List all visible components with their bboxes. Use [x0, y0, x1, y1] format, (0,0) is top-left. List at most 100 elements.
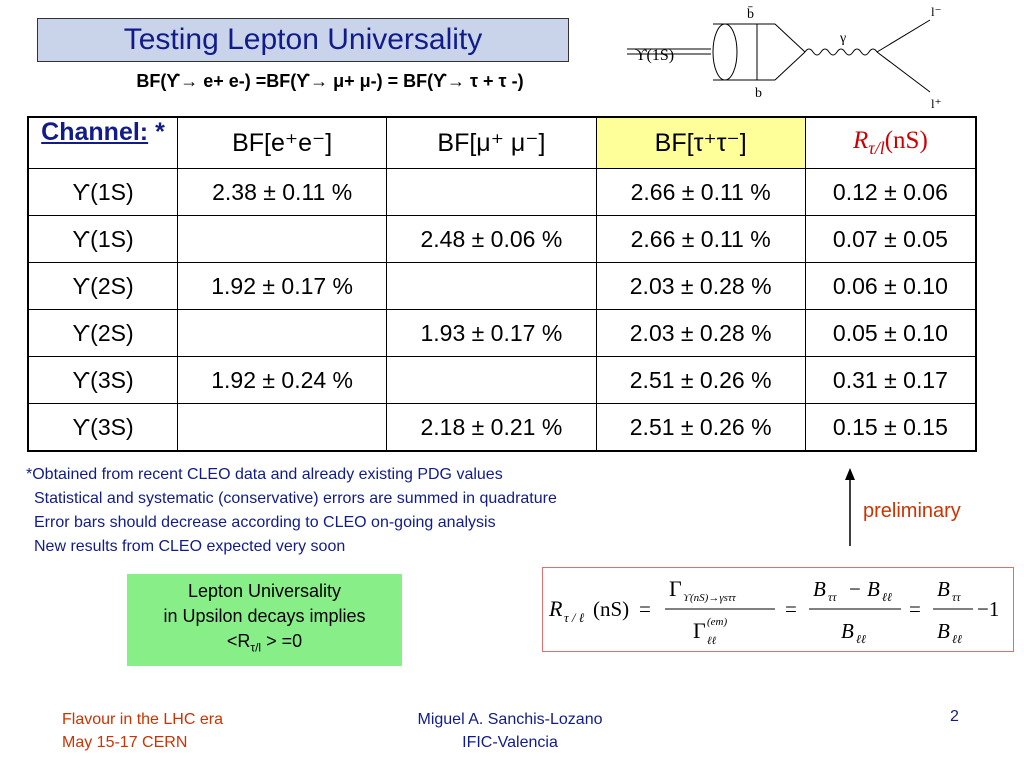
upsilon-label: ϒ(1S) [635, 47, 674, 64]
up-arrow-icon [845, 468, 855, 546]
ratio-sub: τ/l [868, 138, 885, 158]
cell-ee: 1.92 ± 0.17 % [176, 262, 388, 310]
table-row: ϒ(2S) 1.93 ± 0.17 % 2.03 ± 0.28 % 0.05 ±… [27, 309, 977, 357]
subtitle: BF(ϒ→ e+ e-) =BF(ϒ→ μ+ μ-) = BF(ϒ→ τ + τ… [136, 71, 524, 91]
col-header-mumu: BF[μ⁺ μ⁻] [386, 116, 597, 169]
col-header-ee: BF[e⁺e⁻] [176, 116, 388, 169]
formula-B1: B [813, 577, 826, 601]
formula-minus: − [849, 577, 861, 601]
formula-B3-sub: ℓℓ [856, 632, 866, 646]
formula-B1-sub: ττ [828, 590, 837, 604]
table-header-row: Channel: * BF[e⁺e⁻] BF[μ⁺ μ⁻] BF[τ⁺τ⁻] R… [27, 116, 977, 169]
cell-tautau: 2.51 ± 0.26 % [595, 403, 806, 452]
footnotes: *Obtained from recent CLEO data and alre… [26, 463, 557, 559]
table-row: ϒ(3S) 2.18 ± 0.21 % 2.51 ± 0.26 % 0.15 ±… [27, 403, 977, 452]
formula-B2-sub: ℓℓ [882, 590, 892, 604]
formula-B5: B [937, 619, 950, 643]
table-row: ϒ(1S) 2.38 ± 0.11 % 2.66 ± 0.11 % 0.12 ±… [27, 168, 977, 216]
cell-tautau: 2.03 ± 0.28 % [595, 309, 806, 357]
formula-B5-sub: ℓℓ [952, 632, 962, 646]
formula-nS: (nS) [593, 597, 629, 621]
formula-R: R [548, 596, 563, 621]
footnote-new-results: New results from CLEO expected very soon [34, 538, 346, 555]
footnote-error-bars: Error bars should decrease according to … [34, 514, 496, 531]
cell-channel: ϒ(2S) [27, 262, 178, 310]
cell-tautau: 2.03 ± 0.28 % [595, 262, 806, 310]
footer-author-name: Miguel A. Sanchis-Lozano [417, 711, 603, 728]
gamma-label: γ [839, 31, 846, 46]
preliminary-label: preliminary [863, 500, 961, 522]
cell-mumu: 1.93 ± 0.17 % [386, 309, 597, 357]
cell-ee: 1.92 ± 0.24 % [176, 356, 388, 404]
channel-header: Channel: * [27, 116, 178, 169]
cell-mumu [386, 356, 597, 404]
channel-header-star: * [155, 118, 165, 146]
formula-num-gamma: Γ [669, 576, 682, 601]
table-row: ϒ(3S) 1.92 ± 0.24 % 2.51 ± 0.26 % 0.31 ±… [27, 356, 977, 404]
b-label: b [755, 86, 762, 101]
title-box: Testing Lepton Universality [37, 18, 569, 62]
formula-B3: B [841, 619, 854, 643]
formula-den-gamma: Γ [693, 618, 706, 643]
footer-event-name: Flavour in the LHC era [62, 711, 223, 728]
results-table: Channel: * BF[e⁺e⁻] BF[μ⁺ μ⁻] BF[τ⁺τ⁻] R… [27, 116, 977, 452]
cell-channel: ϒ(1S) [27, 215, 178, 263]
cell-mumu: 2.18 ± 0.21 % [386, 403, 597, 452]
conclusion-box: Lepton Universality in Upsilon decays im… [127, 574, 402, 666]
footer-event-date: May 15-17 CERN [62, 734, 188, 751]
conclusion-line1: Lepton Universality [187, 581, 342, 602]
conclusion-line2: in Upsilon decays implies [163, 606, 366, 627]
conclusion-suffix: > =0 [261, 631, 303, 652]
cell-channel: ϒ(1S) [27, 168, 178, 216]
cell-ratio: 0.07 ± 0.05 [804, 215, 977, 263]
footnote-errors: Statistical and systematic (conservative… [34, 490, 557, 507]
cell-channel: ϒ(2S) [27, 309, 178, 357]
col-header-tautau: BF[τ⁺τ⁻] [595, 116, 806, 169]
lepton-bottom-label: l⁺ [931, 96, 941, 111]
formula-box: R τ / ℓ (nS) = Γ ϒ(nS)→γsττ Γ (em) ℓℓ = … [542, 567, 1014, 652]
footnote-source: *Obtained from recent CLEO data and alre… [26, 466, 503, 483]
slide-title: Testing Lepton Universality [123, 23, 483, 56]
cell-mumu [386, 168, 597, 216]
ratio-R: R [853, 127, 869, 154]
cell-ratio: 0.31 ± 0.17 [804, 356, 977, 404]
formula-R-sub: τ / ℓ [564, 610, 585, 625]
cell-ratio: 0.06 ± 0.10 [804, 262, 977, 310]
bbar-label: b̄ [747, 6, 754, 22]
lepton-top-label: l⁻ [931, 4, 941, 19]
cell-tautau: 2.66 ± 0.11 % [595, 215, 806, 263]
cell-ee [176, 215, 388, 263]
cell-ee: 2.38 ± 0.11 % [176, 168, 388, 216]
formula-B4: B [937, 577, 950, 601]
cell-ee [176, 309, 388, 357]
formula-minus-one: −1 [977, 597, 999, 621]
formula-eq3: = [909, 597, 921, 621]
channel-header-label: Channel: [41, 118, 149, 146]
cell-ratio: 0.15 ± 0.15 [804, 403, 977, 452]
ratio-formula: R τ / ℓ (nS) = Γ ϒ(nS)→γsττ Γ (em) ℓℓ = … [548, 576, 999, 647]
conclusion-sub: τ/l [250, 640, 262, 655]
conclusion-prefix: <R [226, 631, 251, 652]
ratio-nS: (nS) [884, 127, 928, 154]
cell-tautau: 2.51 ± 0.26 % [595, 356, 806, 404]
cell-mumu: 2.48 ± 0.06 % [386, 215, 597, 263]
cell-channel: ϒ(3S) [27, 356, 178, 404]
cell-ratio: 0.12 ± 0.06 [804, 168, 977, 216]
conclusion-line3: <Rτ/l > =0 [127, 629, 402, 661]
table-row: ϒ(1S) 2.48 ± 0.06 % 2.66 ± 0.11 % 0.07 ±… [27, 215, 977, 263]
cell-ratio: 0.05 ± 0.10 [804, 309, 977, 357]
cell-channel: ϒ(3S) [27, 403, 178, 452]
formula-eq1: = [639, 597, 651, 621]
cell-ee [176, 403, 388, 452]
col-header-ratio: Rτ/l(nS) [804, 116, 977, 169]
formula-B4-sub: ττ [952, 590, 961, 604]
formula-B2: B [867, 577, 880, 601]
formula-num-sub: ϒ(nS)→γsττ [683, 592, 737, 604]
cell-mumu [386, 262, 597, 310]
page-number: 2 [950, 708, 959, 725]
formula-eq2: = [785, 597, 797, 621]
cell-tautau: 2.66 ± 0.11 % [595, 168, 806, 216]
formula-den-sub: ℓℓ [707, 635, 717, 647]
footer-author-affiliation: IFIC-Valencia [462, 734, 558, 751]
footer-event: Flavour in the LHC era May 15-17 CERN [62, 708, 223, 754]
